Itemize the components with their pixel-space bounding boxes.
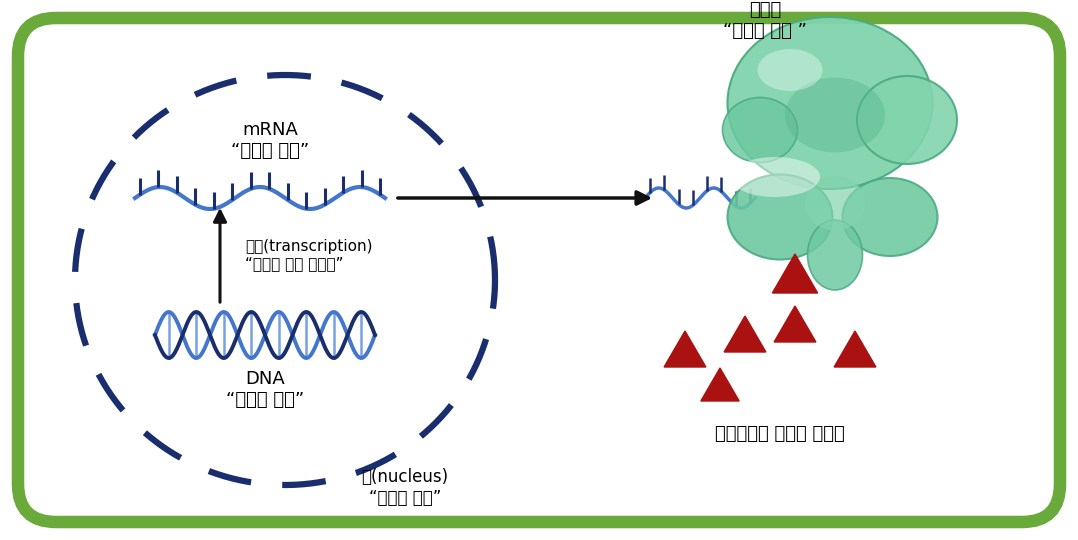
Text: 핵(nucleus)
“설계도 금고”: 핵(nucleus) “설계도 금고” [361,468,448,507]
Ellipse shape [728,174,832,260]
Text: 전사(transcription)
“설계도 사본 만들기”: 전사(transcription) “설계도 사본 만들기” [245,239,373,271]
FancyBboxPatch shape [18,18,1060,522]
Text: 리보솔
“단백질 공장 ”: 리보솔 “단백질 공장 ” [723,1,807,40]
Ellipse shape [843,178,938,256]
Ellipse shape [807,220,862,290]
Ellipse shape [785,78,885,152]
Ellipse shape [857,76,957,164]
Polygon shape [834,331,876,367]
Ellipse shape [728,17,932,189]
Text: DNA
“설계도 원본”: DNA “설계도 원본” [226,370,304,409]
Ellipse shape [805,176,865,231]
Polygon shape [664,331,706,367]
Ellipse shape [730,157,820,197]
Text: 리보솔에서 생산된 단백질: 리보솔에서 생산된 단백질 [715,425,845,443]
Polygon shape [774,306,816,342]
Ellipse shape [722,98,798,163]
Polygon shape [724,316,765,352]
Polygon shape [701,368,740,401]
Ellipse shape [758,49,823,91]
Text: mRNA
“설계도 사본”: mRNA “설계도 사본” [231,121,309,160]
Polygon shape [772,254,817,293]
